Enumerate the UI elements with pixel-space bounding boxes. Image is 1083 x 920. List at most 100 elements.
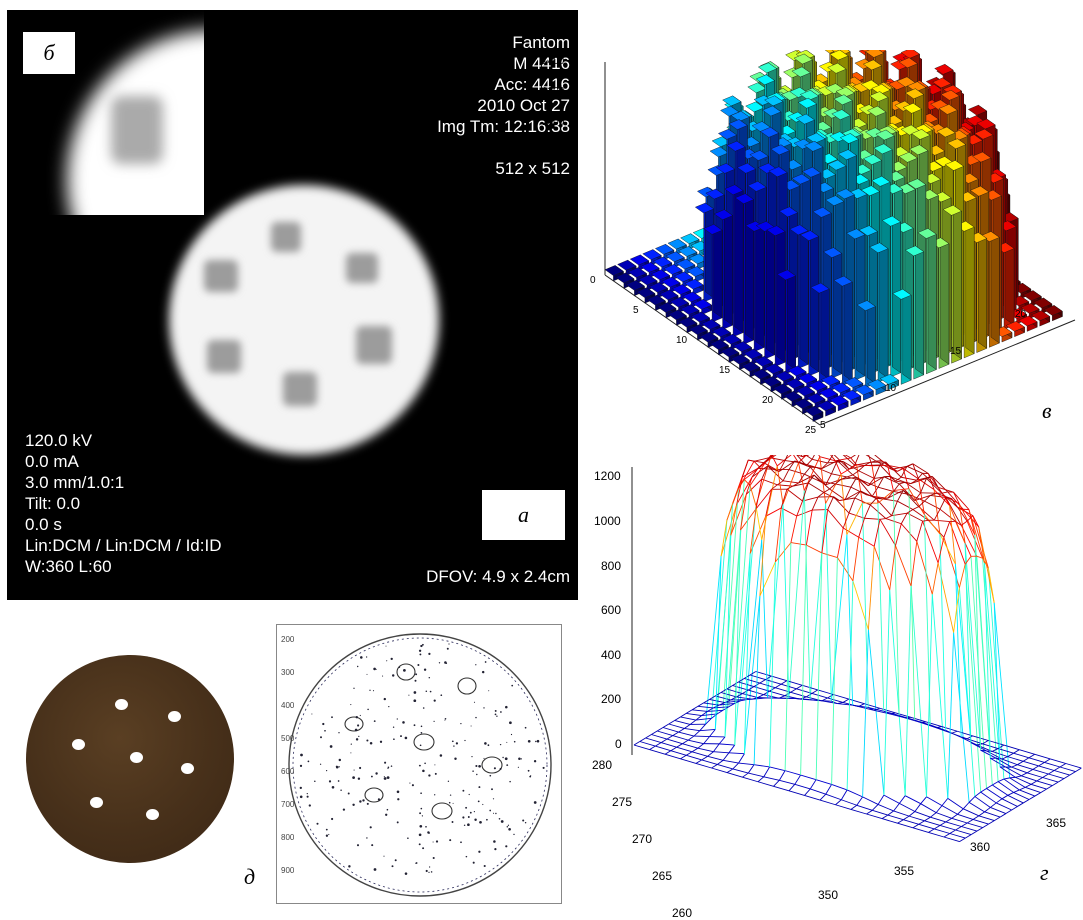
speckle-dot bbox=[478, 801, 480, 803]
speckle-dot bbox=[452, 740, 454, 742]
speckle-dot bbox=[397, 791, 400, 794]
mesh-line bbox=[682, 740, 688, 744]
speckle-dot bbox=[505, 845, 507, 847]
mesh-line bbox=[799, 463, 805, 491]
speckle-dot bbox=[412, 784, 414, 786]
mesh-line bbox=[930, 817, 946, 822]
mesh-line bbox=[692, 710, 708, 712]
speckle-dot bbox=[397, 718, 398, 719]
speckle-dot bbox=[501, 820, 504, 823]
speckle-dot bbox=[419, 653, 421, 655]
mesh-line bbox=[936, 806, 942, 813]
mesh-line bbox=[919, 824, 935, 829]
mesh-line bbox=[686, 713, 702, 715]
speckle-dot bbox=[415, 680, 417, 682]
mesh-line bbox=[915, 812, 931, 818]
mesh-line bbox=[836, 805, 852, 810]
bar-side-face bbox=[867, 301, 875, 384]
disk-hole bbox=[72, 739, 85, 750]
mesh-line bbox=[897, 468, 903, 471]
contour-holes bbox=[345, 664, 502, 819]
mesh-line bbox=[1047, 786, 1053, 789]
phantom-photo bbox=[26, 655, 234, 863]
mesh-line bbox=[774, 786, 790, 791]
mesh-line bbox=[934, 520, 950, 521]
speckle-dot bbox=[336, 766, 338, 768]
mesh-line bbox=[769, 688, 775, 691]
speckle-dot bbox=[415, 863, 416, 864]
mesh-line bbox=[791, 689, 797, 692]
speckle-dot bbox=[384, 776, 385, 777]
speckle-dot bbox=[495, 813, 496, 814]
mesh-line bbox=[789, 470, 805, 475]
mesh-line bbox=[677, 744, 683, 748]
speckle-dot bbox=[419, 825, 422, 828]
bar-side-face bbox=[991, 231, 999, 343]
mesh-line bbox=[708, 752, 714, 757]
speckle-dot bbox=[360, 656, 363, 659]
disk-hole bbox=[115, 699, 128, 710]
mesh-line bbox=[789, 791, 805, 796]
mesh-line bbox=[764, 777, 780, 781]
mesh-line bbox=[971, 831, 977, 835]
mesh-line bbox=[952, 818, 968, 823]
mesh-line bbox=[911, 541, 917, 586]
speckle-dot bbox=[373, 668, 376, 671]
mesh-line bbox=[758, 782, 774, 787]
mesh-line bbox=[940, 822, 946, 826]
mesh-line bbox=[930, 813, 936, 818]
mesh-line bbox=[1035, 754, 1051, 759]
mesh-line bbox=[958, 814, 974, 819]
speckle-dot bbox=[460, 841, 462, 843]
speckle-dot bbox=[403, 669, 406, 672]
speckle-dot bbox=[382, 676, 383, 677]
speckle-dot bbox=[354, 770, 355, 771]
mesh-line bbox=[1045, 762, 1061, 767]
speckle-dot bbox=[440, 754, 443, 757]
mesh-line bbox=[785, 543, 791, 771]
mesh-line bbox=[836, 800, 842, 805]
speckle-dot bbox=[479, 821, 482, 824]
speckle-dot bbox=[475, 664, 476, 665]
mesh-line bbox=[768, 504, 784, 698]
speckle-dot bbox=[300, 796, 303, 799]
speckle-dot bbox=[357, 844, 359, 846]
speckle-dot bbox=[521, 758, 522, 759]
speckle-dot bbox=[433, 841, 434, 842]
mesh-line bbox=[1014, 753, 1030, 758]
mesh-line bbox=[694, 736, 710, 737]
mesh-line bbox=[1002, 759, 1018, 765]
mesh-line bbox=[896, 546, 912, 586]
speckle-dot bbox=[518, 767, 519, 768]
tick-label: 365 bbox=[1046, 816, 1066, 830]
tick-label: 500 bbox=[281, 734, 294, 743]
mesh-line bbox=[944, 837, 960, 842]
mesh-line bbox=[810, 789, 826, 794]
mesh-line bbox=[963, 809, 979, 816]
speckle-dot bbox=[314, 780, 316, 782]
mesh-line bbox=[634, 745, 650, 750]
mesh-line bbox=[657, 731, 673, 736]
mesh-line bbox=[837, 702, 843, 703]
speckle-dot bbox=[348, 793, 350, 795]
mesh-line bbox=[783, 470, 789, 481]
speckle-dot bbox=[387, 776, 390, 779]
ct-param-line: 0.0 s bbox=[25, 514, 222, 535]
mesh-line bbox=[1017, 761, 1023, 764]
mesh-line bbox=[1048, 771, 1054, 775]
mesh-line bbox=[1027, 773, 1043, 778]
speckle-dot bbox=[436, 840, 438, 842]
mesh-line bbox=[878, 487, 894, 491]
mesh-line bbox=[851, 805, 857, 809]
mesh-line bbox=[1008, 792, 1014, 795]
speckle-dot bbox=[420, 792, 422, 794]
speckle-dot bbox=[329, 780, 331, 782]
mesh-line bbox=[795, 775, 801, 784]
panel-label-b: б bbox=[23, 32, 75, 74]
mesh-line bbox=[936, 727, 942, 728]
mesh-line bbox=[950, 830, 956, 834]
ct-info-line: 2010 Oct 27 bbox=[437, 95, 570, 116]
speckle-dot bbox=[367, 803, 369, 805]
mesh-line bbox=[1012, 806, 1018, 810]
ct-dfov: DFOV: 4.9 x 2.4cm bbox=[426, 566, 570, 587]
